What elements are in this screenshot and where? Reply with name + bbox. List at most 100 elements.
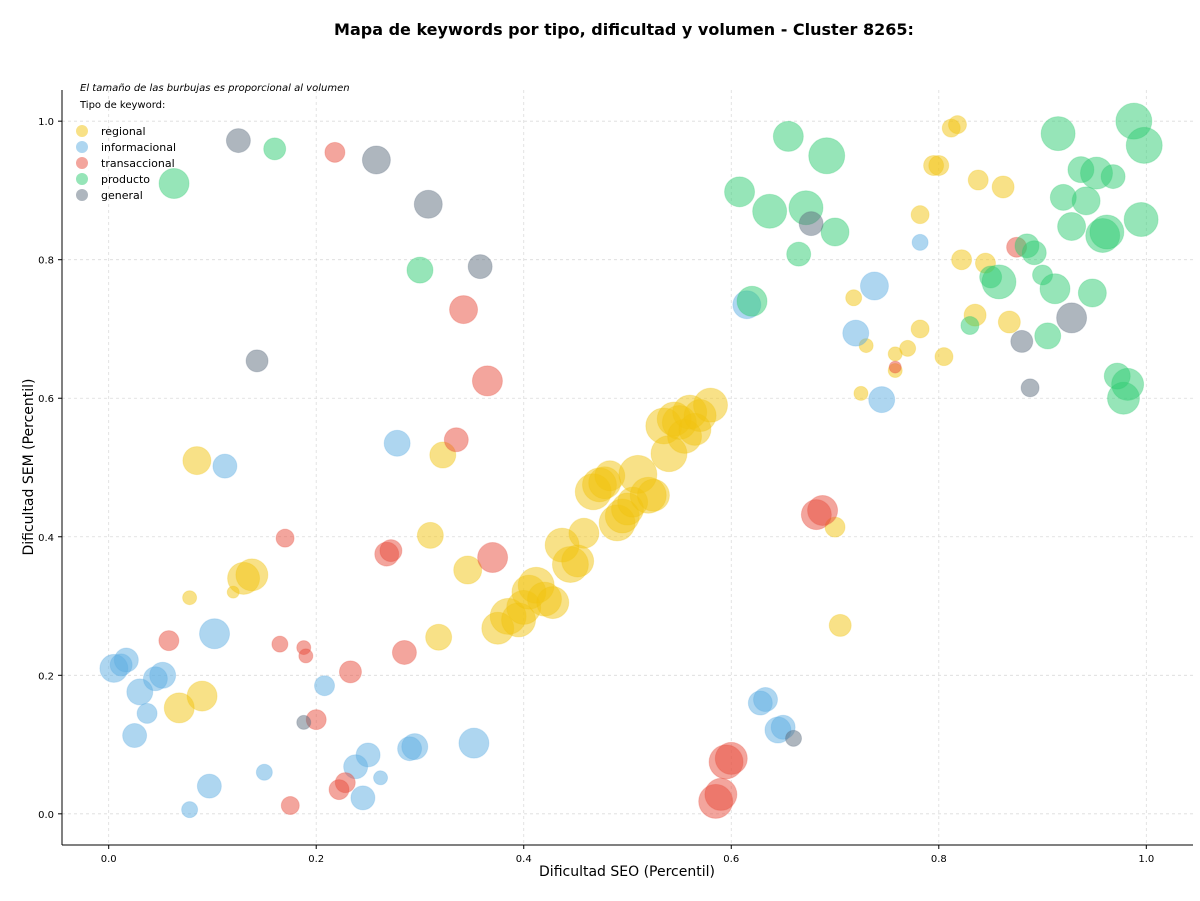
bubble-transaccional <box>280 796 300 816</box>
bubble-transaccional <box>158 630 180 652</box>
bubble-producto <box>1034 322 1062 350</box>
bubble-regional <box>828 613 852 637</box>
bubble-regional <box>568 517 600 549</box>
bubble-regional <box>416 521 444 549</box>
bubble-general <box>467 254 493 280</box>
bubble-informacional <box>255 763 273 781</box>
bubble-general <box>361 145 391 175</box>
bubble-informacional <box>314 675 336 697</box>
bubble-general <box>296 714 312 730</box>
bubble-producto <box>158 168 190 200</box>
bubble-producto <box>960 316 980 336</box>
bubble-regional <box>910 319 930 339</box>
bubble-transaccional <box>379 539 403 563</box>
legend-title: Tipo de keyword: <box>79 100 165 111</box>
y-tick-label: 0.4 <box>38 533 54 544</box>
bubble-producto <box>263 137 287 161</box>
bubbles <box>99 102 1163 819</box>
bubble-general <box>413 189 443 219</box>
legend-marker-informacional <box>76 141 88 153</box>
bubble-transaccional <box>807 494 839 526</box>
bubble-producto <box>1021 240 1047 266</box>
bubble-producto <box>1039 273 1071 305</box>
y-tick-label: 0.8 <box>38 256 54 267</box>
bubble-regional <box>845 289 863 307</box>
legend-marker-regional <box>76 125 88 137</box>
bubble-producto <box>736 285 768 317</box>
legend-label-producto: producto <box>101 173 150 186</box>
bubble-transaccional <box>888 360 902 374</box>
legend-label-general: general <box>101 189 143 202</box>
bubble-regional <box>425 623 453 651</box>
bubble-informacional <box>113 647 139 673</box>
bubble-regional <box>186 680 218 712</box>
bubble-informacional <box>373 770 389 786</box>
legend: El tamaño de las burbujas es proporciona… <box>76 83 350 202</box>
x-tick-label: 0.0 <box>101 854 117 865</box>
bubble-regional <box>899 339 917 357</box>
bubble-regional <box>182 446 212 476</box>
bubble-general <box>1020 378 1040 398</box>
tick-labels: 0.0 0.2 0.4 0.6 0.8 1.0 0.0 0.2 0.4 0.6 0.8 1.0 <box>38 117 1154 865</box>
bubble-general <box>1010 329 1034 353</box>
bubble-producto <box>1100 164 1126 190</box>
bubble-general <box>245 349 269 373</box>
bubble-regional <box>947 115 967 135</box>
bubble-informacional <box>212 453 238 479</box>
bubble-producto <box>1077 278 1107 308</box>
bubble-regional <box>951 249 973 271</box>
bubble-producto <box>1111 367 1145 401</box>
legend-label-regional: regional <box>101 125 146 138</box>
y-tick-label: 0.0 <box>38 810 54 821</box>
bubble-regional <box>910 205 930 225</box>
bubble-regional <box>453 555 483 585</box>
y-tick-label: 0.2 <box>38 671 54 682</box>
bubble-informacional <box>458 727 490 759</box>
bubble-regional <box>235 558 269 592</box>
y-tick-label: 0.6 <box>38 394 54 405</box>
bubble-regional <box>182 590 198 606</box>
bubble-informacional <box>199 618 231 650</box>
bubble-transaccional <box>471 365 503 397</box>
bubble-transaccional <box>477 542 509 574</box>
size-note: El tamaño de las burbujas es proporciona… <box>80 83 350 94</box>
bubble-producto <box>1057 211 1087 241</box>
bubble-transaccional <box>704 777 738 811</box>
chart-title: Mapa de keywords por tipo, dificultad y … <box>334 20 914 39</box>
bubble-transaccional <box>334 772 356 794</box>
bubble-transaccional <box>338 660 362 684</box>
legend-label-informacional: informacional <box>101 141 176 154</box>
bubble-producto <box>981 264 1017 300</box>
bubble-informacional <box>868 386 896 414</box>
bubble-informacional <box>136 702 158 724</box>
bubble-producto <box>820 217 850 247</box>
x-tick-label: 0.2 <box>308 854 324 865</box>
bubble-producto <box>406 256 434 284</box>
bubble-producto <box>724 176 756 208</box>
bubble-general <box>225 128 251 154</box>
bubble-general <box>785 729 803 747</box>
axes <box>58 90 1193 849</box>
bubble-transaccional <box>298 648 314 664</box>
bubble-regional <box>853 385 869 401</box>
bubble-producto <box>1125 126 1163 164</box>
bubble-informacional <box>753 687 779 713</box>
bubble-regional <box>636 478 670 512</box>
bubble-regional <box>561 544 595 578</box>
bubble-regional <box>934 347 954 367</box>
legend-label-transaccional: transaccional <box>101 157 175 170</box>
x-tick-label: 0.8 <box>931 854 947 865</box>
bubble-general <box>798 211 824 237</box>
bubble-informacional <box>911 233 929 251</box>
x-tick-label: 0.6 <box>723 854 739 865</box>
x-tick-label: 0.4 <box>516 854 532 865</box>
bubble-informacional <box>842 319 870 347</box>
x-tick-label: 1.0 <box>1138 854 1154 865</box>
bubble-informacional <box>196 773 222 799</box>
bubble-general <box>1056 302 1088 334</box>
bubble-producto <box>1089 214 1125 250</box>
bubble-producto <box>786 241 812 267</box>
bubble-transaccional <box>271 635 289 653</box>
x-axis-label: Dificultad SEO (Percentil) <box>539 864 715 880</box>
bubble-transaccional <box>391 639 417 665</box>
